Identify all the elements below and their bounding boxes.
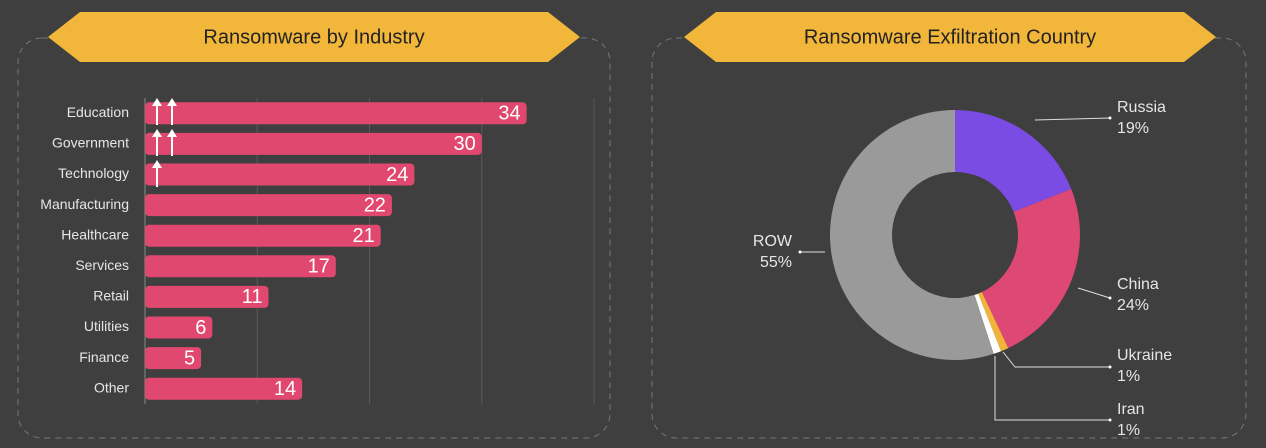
y-tick-label: Education xyxy=(67,104,129,120)
bar xyxy=(145,224,381,247)
value-label: 34 xyxy=(498,103,520,125)
value-label: 17 xyxy=(308,256,330,278)
segment-value: 24% xyxy=(1117,297,1149,314)
value-label: 21 xyxy=(352,225,374,247)
chart-title: Ransomware by Industry xyxy=(203,26,424,48)
donut-segment xyxy=(978,292,1009,352)
bar xyxy=(145,255,336,278)
segment-label: Iran xyxy=(1117,401,1145,418)
segment-label: Ukraine xyxy=(1117,347,1172,364)
leader-line xyxy=(994,356,1110,421)
donut-segment xyxy=(955,110,1072,212)
value-label: 5 xyxy=(184,347,195,369)
y-tick-label: Utilities xyxy=(84,318,129,334)
bar xyxy=(145,132,482,155)
segment-label: ROW xyxy=(753,233,793,250)
bar xyxy=(145,194,392,217)
bar xyxy=(145,316,213,339)
value-label: 11 xyxy=(242,286,263,308)
value-label: 6 xyxy=(195,317,206,339)
y-tick-label: Manufacturing xyxy=(40,196,129,212)
value-label: 24 xyxy=(386,164,408,186)
value-label: 22 xyxy=(364,194,386,216)
title-banner xyxy=(48,12,580,62)
bar xyxy=(145,163,415,186)
donut-segment xyxy=(830,110,994,360)
segment-value: 1% xyxy=(1117,422,1140,439)
trend-arrows xyxy=(152,98,177,187)
bar xyxy=(145,285,269,308)
y-tick-label: Government xyxy=(52,135,129,151)
value-label: 14 xyxy=(274,378,296,400)
leader-line xyxy=(1002,351,1110,368)
leader-dot xyxy=(1108,296,1112,300)
bar xyxy=(145,102,527,125)
panel xyxy=(17,37,611,439)
donut-segment xyxy=(981,188,1080,349)
segment-label: China xyxy=(1117,276,1159,293)
leader-dot xyxy=(798,250,802,254)
title-banner xyxy=(684,12,1216,62)
value-label: 30 xyxy=(454,133,476,155)
bar xyxy=(145,377,303,400)
panel xyxy=(651,37,1247,439)
y-tick-label: Technology xyxy=(58,165,129,181)
donut-segment xyxy=(974,293,1002,354)
y-tick-label: Finance xyxy=(79,349,129,365)
leader-dot xyxy=(1108,418,1112,422)
y-tick-label: Healthcare xyxy=(61,226,129,242)
segment-value: 55% xyxy=(760,254,792,271)
leader-line xyxy=(1077,287,1111,299)
segment-label: Russia xyxy=(1117,99,1166,116)
segment-value: 1% xyxy=(1117,368,1140,385)
y-tick-label: Other xyxy=(94,379,129,395)
segment-value: 19% xyxy=(1117,120,1149,137)
bar xyxy=(145,347,202,370)
y-tick-label: Services xyxy=(75,257,129,273)
leader-dot xyxy=(1108,116,1112,120)
leader-line xyxy=(1034,117,1111,121)
leader-dot xyxy=(1108,365,1112,369)
chart-title: Ransomware Exfiltration Country xyxy=(804,26,1096,48)
y-tick-label: Retail xyxy=(93,288,129,304)
